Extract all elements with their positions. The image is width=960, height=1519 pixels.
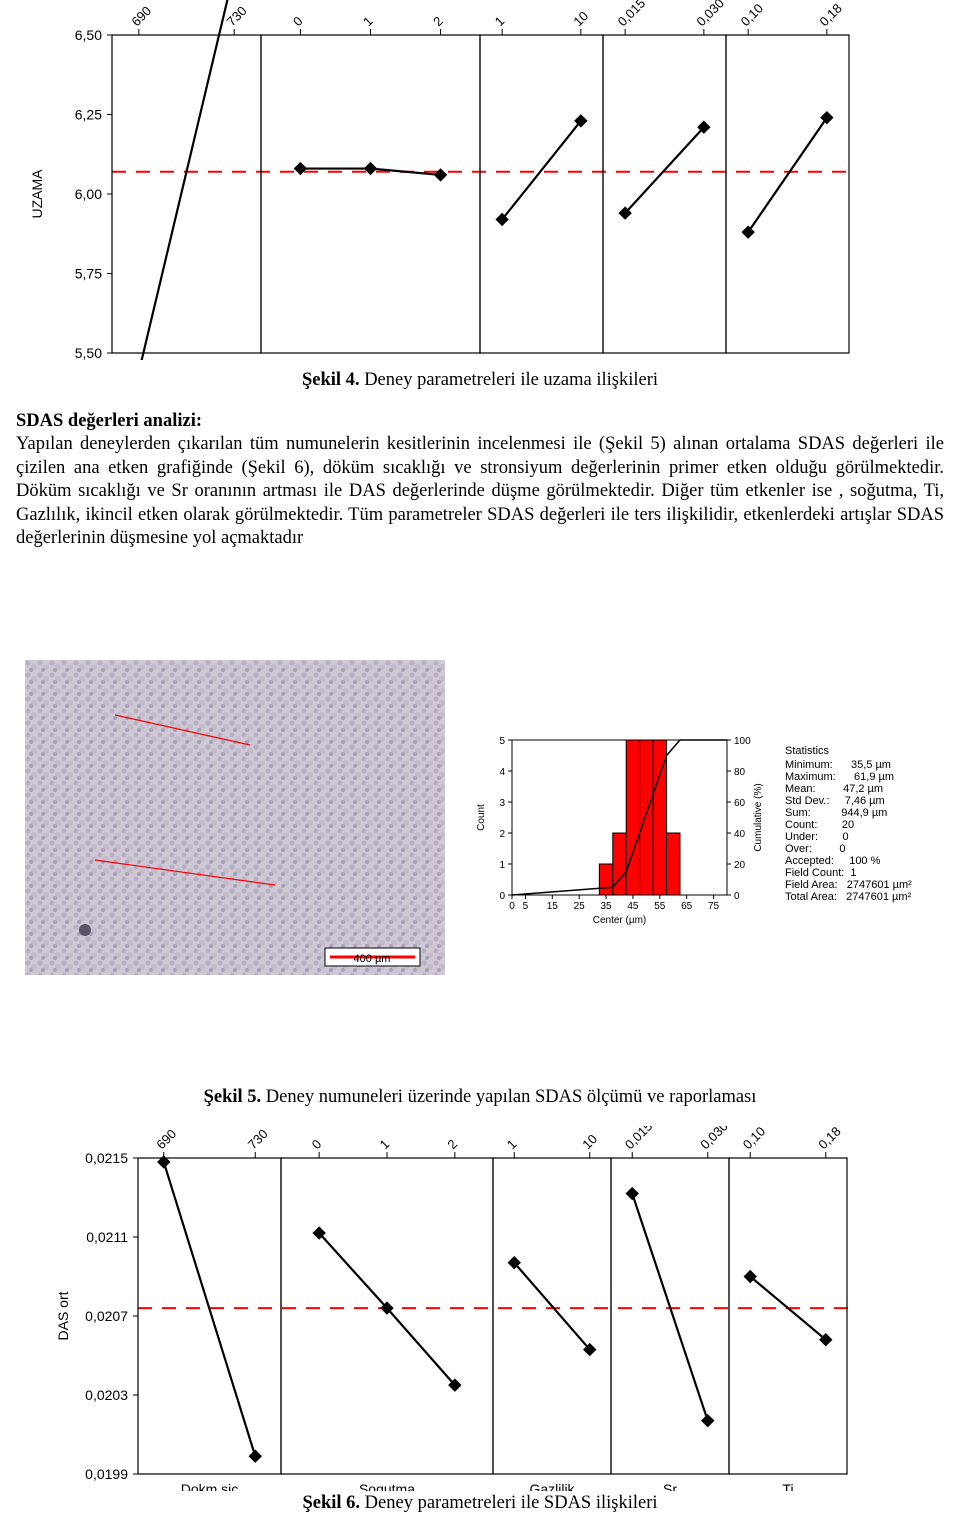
svg-text:DAS ort: DAS ort bbox=[55, 1291, 71, 1340]
svg-text:0,0215: 0,0215 bbox=[85, 1150, 128, 1166]
svg-text:Gazlilik: Gazlilik bbox=[529, 1481, 575, 1491]
svg-text:Center (µm): Center (µm) bbox=[593, 915, 647, 926]
svg-text:1: 1 bbox=[492, 13, 508, 29]
svg-text:3: 3 bbox=[499, 798, 505, 809]
figure6-caption: Şekil 6. Deney parametreleri ile SDAS il… bbox=[0, 1493, 960, 1514]
svg-text:0,10: 0,10 bbox=[740, 1126, 769, 1152]
svg-text:1: 1 bbox=[360, 13, 376, 29]
svg-text:730: 730 bbox=[224, 3, 250, 29]
sdas-section: SDAS değerleri analizi: Yapılan deneyler… bbox=[16, 410, 944, 551]
scalebar-text: 400 µm bbox=[354, 953, 391, 965]
svg-text:UZAMA: UZAMA bbox=[29, 169, 45, 219]
svg-text:Sr: Sr bbox=[663, 1481, 677, 1491]
micrograph-image: 400 µm bbox=[25, 660, 445, 975]
svg-text:45: 45 bbox=[627, 901, 639, 912]
figure6-label: Şekil 6. bbox=[302, 1493, 360, 1513]
svg-text:0,030: 0,030 bbox=[697, 1126, 731, 1152]
stat-row: Count: 20 bbox=[785, 819, 950, 831]
svg-text:690: 690 bbox=[153, 1126, 179, 1152]
svg-text:65: 65 bbox=[681, 901, 693, 912]
svg-text:5,75: 5,75 bbox=[75, 266, 102, 282]
figure5-text: Deney numuneleri üzerinde yapılan SDAS ö… bbox=[261, 1087, 756, 1107]
sdas-heading: SDAS değerleri analizi: bbox=[16, 411, 202, 431]
stat-row: Sum: 944,9 µm bbox=[785, 807, 950, 819]
stat-row: Over: 0 bbox=[785, 843, 950, 855]
das-chart: 0,0215 0,0211 0,0207 0,0203 0,0199 DAS ort 690… bbox=[0, 1126, 960, 1491]
stat-row: Minimum: 35,5 µm bbox=[785, 759, 950, 771]
svg-text:35: 35 bbox=[601, 901, 613, 912]
stat-row: Maximum: 61,9 µm bbox=[785, 771, 950, 783]
figure5-caption: Şekil 5. Deney numuneleri üzerinde yapıl… bbox=[0, 1087, 960, 1108]
svg-text:Dokm sic: Dokm sic bbox=[181, 1481, 239, 1491]
svg-text:0: 0 bbox=[309, 1136, 325, 1152]
svg-text:4: 4 bbox=[499, 767, 505, 778]
svg-text:0: 0 bbox=[499, 891, 505, 902]
svg-text:40: 40 bbox=[734, 829, 746, 840]
svg-text:6,25: 6,25 bbox=[75, 107, 102, 123]
svg-text:0: 0 bbox=[509, 901, 515, 912]
svg-text:0,030: 0,030 bbox=[693, 0, 727, 29]
svg-text:80: 80 bbox=[734, 767, 746, 778]
svg-text:Sogutma: Sogutma bbox=[359, 1481, 415, 1491]
svg-text:55: 55 bbox=[654, 901, 666, 912]
stat-row: Field Area: 2747601 µm² bbox=[785, 879, 950, 891]
svg-text:5: 5 bbox=[523, 901, 529, 912]
figure4-caption: Şekil 4. Deney parametreleri ile uzama i… bbox=[0, 370, 960, 391]
sdas-histogram: 0123450204060801000515253545556575Center… bbox=[470, 730, 770, 945]
svg-text:1: 1 bbox=[499, 860, 505, 871]
stat-row: Field Count: 1 bbox=[785, 867, 950, 879]
svg-text:5: 5 bbox=[499, 736, 505, 747]
svg-text:10: 10 bbox=[579, 1131, 600, 1152]
svg-text:Count: Count bbox=[476, 804, 487, 831]
svg-text:1: 1 bbox=[504, 1136, 520, 1152]
stat-row: Mean: 47,2 µm bbox=[785, 783, 950, 795]
micrograph-svg: 400 µm bbox=[25, 660, 445, 975]
svg-text:Cumulative (%): Cumulative (%) bbox=[753, 783, 764, 851]
figure5-label: Şekil 5. bbox=[204, 1087, 262, 1107]
svg-text:100: 100 bbox=[734, 736, 751, 747]
svg-text:730: 730 bbox=[245, 1126, 271, 1152]
svg-text:0: 0 bbox=[734, 891, 740, 902]
svg-text:2: 2 bbox=[444, 1136, 460, 1152]
document-page: { "chart1": { "type": "main-effects-plot… bbox=[0, 0, 960, 1519]
svg-text:25: 25 bbox=[574, 901, 586, 912]
uzama-chart: 6,506,256,005,755,50UZAMA690730Dokm sic0… bbox=[0, 0, 960, 360]
svg-text:75: 75 bbox=[708, 901, 720, 912]
stat-row: Under: 0 bbox=[785, 831, 950, 843]
svg-text:6,50: 6,50 bbox=[75, 27, 102, 43]
statistics-title: Statistics bbox=[785, 745, 950, 757]
svg-text:0: 0 bbox=[290, 13, 306, 29]
svg-text:0,0203: 0,0203 bbox=[85, 1387, 128, 1403]
svg-text:0,0211: 0,0211 bbox=[86, 1229, 128, 1245]
statistics-block: Statistics Minimum: 35,5 µmMaximum: 61,9… bbox=[785, 745, 950, 903]
svg-text:0,0199: 0,0199 bbox=[85, 1466, 128, 1482]
svg-text:5,50: 5,50 bbox=[75, 345, 102, 360]
sdas-paragraph: Yapılan deneylerden çıkarılan tüm numune… bbox=[16, 434, 944, 548]
svg-text:0,18: 0,18 bbox=[815, 1126, 844, 1152]
figure4-label: Şekil 4. bbox=[302, 370, 360, 390]
svg-text:0,015: 0,015 bbox=[622, 1126, 656, 1152]
stat-row: Std Dev.: 7,46 µm bbox=[785, 795, 950, 807]
svg-text:10: 10 bbox=[570, 8, 591, 29]
svg-text:690: 690 bbox=[128, 3, 154, 29]
svg-text:0,015: 0,015 bbox=[615, 0, 649, 29]
stat-row: Total Area: 2747601 µm² bbox=[785, 891, 950, 903]
svg-text:15: 15 bbox=[547, 901, 559, 912]
svg-text:20: 20 bbox=[734, 860, 746, 871]
svg-text:0,0207: 0,0207 bbox=[85, 1308, 128, 1324]
svg-text:60: 60 bbox=[734, 798, 746, 809]
svg-text:1: 1 bbox=[377, 1136, 393, 1152]
svg-text:2: 2 bbox=[499, 829, 505, 840]
svg-text:0,10: 0,10 bbox=[738, 1, 767, 30]
stat-row: Accepted: 100 % bbox=[785, 855, 950, 867]
svg-text:6,00: 6,00 bbox=[75, 186, 102, 202]
svg-text:0,18: 0,18 bbox=[816, 1, 845, 30]
svg-text:2: 2 bbox=[430, 13, 446, 29]
svg-text:Ti: Ti bbox=[782, 1481, 793, 1491]
figure4-text: Deney parametreleri ile uzama ilişkileri bbox=[360, 370, 658, 390]
figure6-text: Deney parametreleri ile SDAS ilişkileri bbox=[360, 1493, 657, 1513]
